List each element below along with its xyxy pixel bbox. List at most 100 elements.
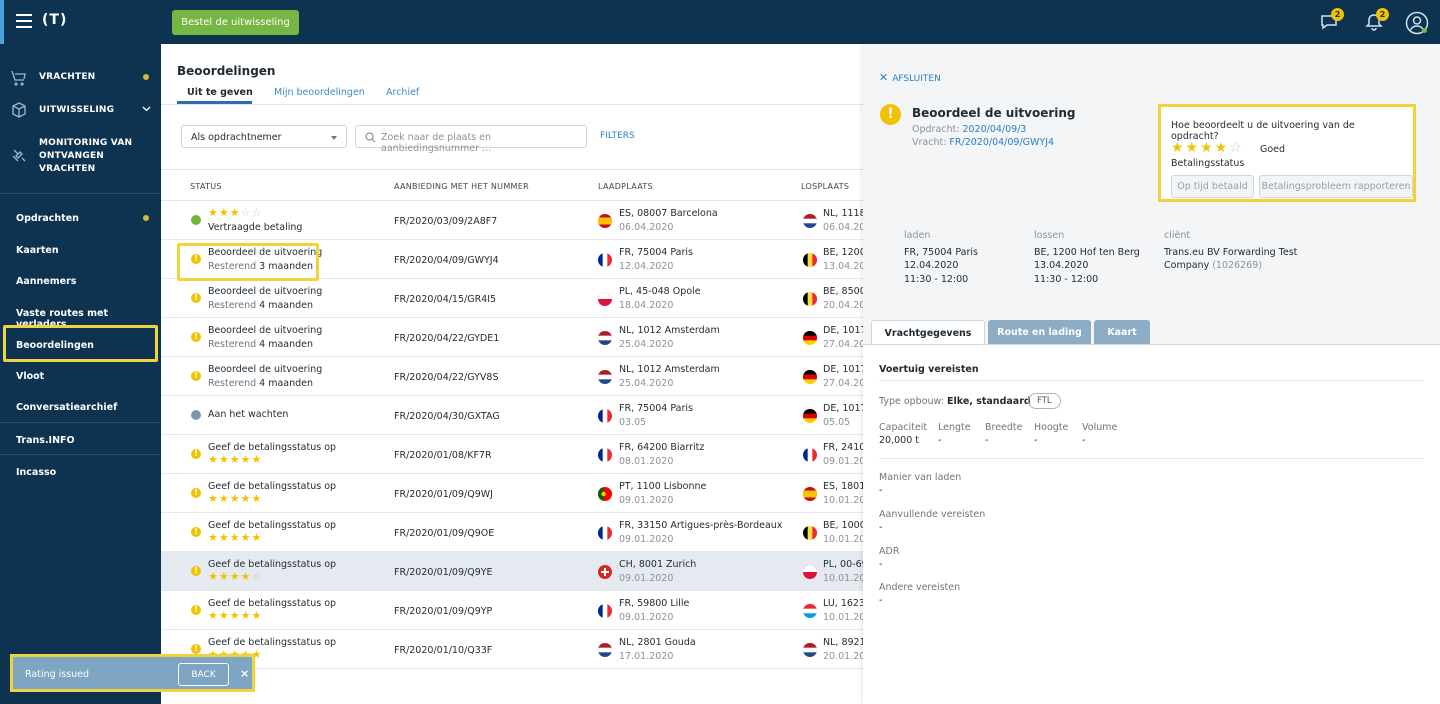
status-title: Geef de betalingsstatus op (208, 559, 337, 570)
section-title: Voertuig vereisten (879, 364, 979, 375)
back-button[interactable]: BACK (178, 663, 229, 686)
sidebar-item-beoordelingen[interactable]: Beoordelingen (16, 340, 94, 351)
flag-icon (598, 214, 612, 228)
order-link[interactable]: 2020/04/09/3 (962, 124, 1027, 135)
sidebar-item-trans-info[interactable]: Trans.INFO (16, 435, 75, 446)
unloading-place: BE, 1000 (823, 520, 866, 531)
offer-number[interactable]: FR/2020/03/09/2A8F7 (394, 216, 498, 227)
paid-on-time-button[interactable]: Op tijd betaald (1171, 175, 1254, 198)
tab-archive[interactable]: Archief (386, 87, 420, 98)
length-value: - (938, 435, 942, 446)
table-row[interactable]: !Geef de betalingsstatus op★★★★★FR/2020/… (161, 513, 866, 552)
divider (879, 458, 1424, 459)
status-title: Beoordeel de uitvoering (208, 364, 323, 375)
remaining-label: Resterend (208, 261, 260, 272)
width-value: - (985, 435, 989, 446)
loading-date: 25.04.2020 (619, 339, 674, 350)
offer-number[interactable]: FR/2020/01/09/Q9OE (394, 528, 495, 539)
tab-my-ratings[interactable]: Mijn beoordelingen (274, 87, 365, 98)
client-id: (1026269) (1212, 260, 1262, 271)
loading-date: 09.01.2020 (619, 495, 674, 506)
offer-number[interactable]: FR/2020/04/30/GXTAG (394, 411, 500, 422)
loading-date: 17.01.2020 (619, 651, 674, 662)
tab-map[interactable]: Kaart (1094, 320, 1150, 345)
close-label: AFSLUITEN (892, 74, 941, 84)
col-status[interactable]: STATUS (190, 182, 222, 191)
table-row[interactable]: ! Beoordeel de uitvoering Resterend 3 maan… (161, 240, 866, 279)
menu-icon[interactable] (16, 14, 32, 28)
unloading-place: BE, 8500 (823, 286, 866, 297)
offer-number[interactable]: FR/2020/01/08/KF7R (394, 450, 492, 461)
sidebar-item-aannemers[interactable]: Aannemers (16, 276, 77, 287)
role-select[interactable]: Als opdrachtnemer (181, 125, 347, 148)
warning-icon: ! (191, 644, 201, 654)
user-avatar-icon[interactable] (1405, 11, 1429, 35)
offer-number[interactable]: FR/2020/01/09/Q9YP (394, 606, 493, 617)
unloading-date: 13.04.2020 (1034, 260, 1089, 271)
rating-stars: ★★★★☆ (208, 570, 263, 583)
filters-link[interactable]: FILTERS (600, 131, 635, 141)
sidebar-item-kaarten[interactable]: Kaarten (16, 245, 59, 256)
status-title: Aan het wachten (208, 409, 289, 420)
warning-icon: ! (191, 254, 201, 264)
height-label: Hoogte (1034, 422, 1069, 433)
chat-icon[interactable]: 2 (1319, 8, 1344, 32)
rating-text: Goed (1260, 144, 1286, 155)
tab-to-issue[interactable]: Uit te geven (187, 87, 253, 98)
width-label: Breedte (985, 422, 1023, 433)
loading-info: laden FR, 75004 Paris 12.04.2020 11:30 -… (904, 229, 978, 286)
unloading-place: DE, 1017 (823, 364, 867, 375)
offer-number[interactable]: FR/2020/04/22/GYDE1 (394, 333, 500, 344)
col-offer[interactable]: AANBIEDING MET HET NUMMER (394, 182, 529, 191)
table-row[interactable]: !Geef de betalingsstatus op★★★★★FR/2020/… (161, 474, 865, 513)
other-requirements-value: - (879, 595, 883, 606)
offer-number[interactable]: FR/2020/01/09/Q9WJ (394, 489, 493, 500)
sidebar-item-opdrachten[interactable]: Opdrachten (16, 213, 79, 224)
table-row[interactable]: !Geef de betalingsstatus op★★★★★FR/2020/… (161, 591, 865, 630)
table-row[interactable]: Aan het wachten FR/2020/04/30/GXTAG FR, 75… (161, 396, 867, 435)
page-title: Beoordelingen (177, 64, 276, 78)
unloading-place: BE, 1200 Hof ten Berg (1034, 246, 1140, 258)
unloading-label: lossen (1034, 230, 1065, 241)
sidebar-item-vloot[interactable]: Vloot (16, 371, 45, 382)
sidebar-nav-label: VRACHTEN (39, 72, 96, 82)
notification-icon[interactable]: 2 (1364, 8, 1389, 32)
freight-link[interactable]: FR/2020/04/09/GWYJ4 (949, 137, 1055, 148)
loading-place: PT, 1100 Lisbonne (619, 481, 707, 492)
sidebar: VRACHTEN UITWISSELING MONITORING VAN ONT… (0, 44, 161, 704)
col-unloading[interactable]: LOSPLAATS (801, 182, 850, 191)
table-row[interactable]: ★★★☆☆ Vertraagde betaling FR/2020/03/09/2A… (161, 201, 866, 240)
offer-number[interactable]: FR/2020/04/22/GYV8S (394, 372, 499, 383)
offer-number[interactable]: FR/2020/01/09/Q9YE (394, 567, 493, 578)
close-icon[interactable]: × (240, 667, 250, 680)
flag-icon (803, 565, 817, 579)
table-row[interactable]: !Geef de betalingsstatus op★★★★★FR/2020/… (161, 630, 866, 669)
table-row[interactable]: ! Beoordeel de uitvoering Resterend 4 maan… (161, 357, 867, 396)
loading-date: 09.01.2020 (619, 573, 674, 584)
loading-way-value: - (879, 485, 883, 496)
sidebar-item-incasso[interactable]: Incasso (16, 467, 57, 478)
offer-number[interactable]: FR/2020/04/09/GWYJ4 (394, 255, 499, 266)
tab-freight-details[interactable]: Vrachtgegevens (871, 320, 985, 345)
col-loading[interactable]: LAADPLAATS (598, 182, 653, 191)
rating-stars[interactable]: ★★★★☆ (1171, 140, 1244, 156)
adr-value: - (879, 559, 883, 570)
table-row[interactable]: ! Beoordeel de uitvoering Resterend 4 maan… (161, 279, 866, 318)
report-payment-problem-button[interactable]: Betalingsprobleem rapporteren (1259, 175, 1413, 198)
search-input[interactable]: Zoek naar de plaats en aanbiedingsnummer… (355, 125, 587, 154)
volume-label: Volume (1082, 422, 1118, 433)
order-exchange-button[interactable]: Bestel de uitwisseling (172, 10, 299, 35)
sidebar-item-conversatiearchief[interactable]: Conversatiearchief (16, 402, 118, 413)
flag-icon (598, 370, 612, 384)
offer-number[interactable]: FR/2020/04/15/GR4I5 (394, 294, 497, 305)
loading-date: 25.04.2020 (619, 378, 674, 389)
close-panel-button[interactable]: ✕ AFSLUITEN (879, 71, 941, 84)
sidebar-item-vaste-routes[interactable]: Vaste routes met verladers (16, 308, 108, 330)
table-row[interactable]: ! Geef de betalingsstatus op ★★★★☆ FR/2020/… (161, 552, 868, 591)
table-row[interactable]: !Geef de betalingsstatus op★★★★★FR/2020/… (161, 435, 865, 474)
tab-route-loading[interactable]: Route en lading (988, 320, 1091, 345)
warning-icon: ! (191, 605, 201, 615)
status-title: Geef de betalingsstatus op (208, 442, 337, 453)
offer-number[interactable]: FR/2020/01/10/Q33F (394, 645, 493, 656)
table-row[interactable]: ! Beoordeel de uitvoering Resterend 4 maan… (161, 318, 867, 357)
